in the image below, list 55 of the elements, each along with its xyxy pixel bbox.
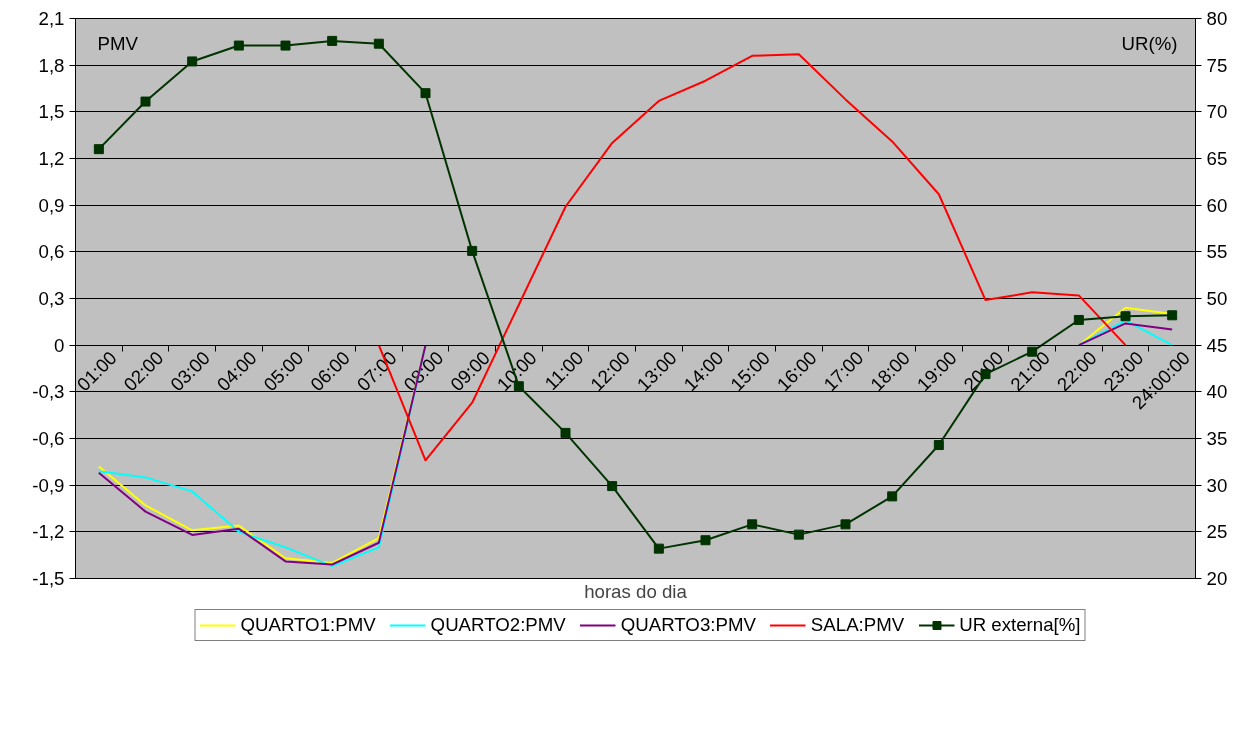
- y-tick-label: 0,9: [38, 194, 65, 216]
- y2-tick-label: 35: [1206, 428, 1228, 449]
- y-tick-label: 2,1: [38, 8, 65, 29]
- point: [467, 245, 478, 256]
- y-tick-label: 0,3: [38, 288, 65, 309]
- y-tick-label: -1,5: [32, 568, 65, 589]
- point: [793, 529, 804, 540]
- y-tick-label: -0,3: [32, 381, 65, 403]
- y2-tick-label: 50: [1206, 288, 1228, 309]
- legend-label: QUARTO2:PMV: [430, 614, 566, 636]
- y2-tick-label: 75: [1206, 54, 1228, 76]
- point: [233, 40, 244, 51]
- y2-axis-title: UR(%): [1121, 32, 1178, 54]
- y-tick-label: 0,6: [38, 241, 65, 263]
- point: [140, 96, 151, 107]
- point: [887, 491, 898, 502]
- y-tick-label: 0: [54, 334, 65, 356]
- point: [933, 440, 944, 451]
- point: [327, 35, 338, 46]
- y2-tick-label: 65: [1206, 148, 1228, 169]
- y-tick-label: 1,2: [38, 148, 65, 169]
- y-tick-label: -0,6: [32, 428, 65, 449]
- point: [840, 519, 851, 530]
- point: [560, 427, 571, 438]
- point: [1073, 314, 1084, 325]
- y2-tick-label: 20: [1206, 568, 1228, 589]
- point: [653, 543, 664, 554]
- point: [93, 144, 104, 155]
- y-tick-label: 1,5: [38, 101, 65, 123]
- legend-label: QUARTO1:PMV: [240, 614, 376, 636]
- y2-tick-label: 70: [1206, 101, 1228, 123]
- point: [420, 88, 431, 99]
- point: [607, 481, 618, 492]
- point: [280, 40, 291, 51]
- legend-label: SALA:PMV: [810, 614, 905, 636]
- x-axis-title: horas do dia: [584, 580, 688, 602]
- point: [187, 56, 198, 67]
- y2-tick-label: 45: [1206, 334, 1228, 356]
- y2-tick-label: 25: [1206, 521, 1228, 543]
- y2-tick-label: 55: [1206, 241, 1228, 263]
- point: [373, 38, 384, 49]
- point: [747, 519, 758, 530]
- y-axis-title: PMV: [97, 32, 139, 54]
- legend-label: QUARTO3:PMV: [620, 614, 756, 636]
- y2-tick-label: 60: [1206, 194, 1228, 216]
- y2-tick-label: 30: [1206, 474, 1228, 496]
- point: [1167, 310, 1178, 321]
- y-tick-label: -0,9: [32, 474, 65, 496]
- point: [700, 535, 711, 546]
- y2-tick-label: 80: [1206, 8, 1228, 29]
- point: [1120, 311, 1131, 322]
- legend-label: UR externa[%]: [959, 614, 1081, 636]
- y-tick-label: -1,2: [32, 521, 65, 543]
- y2-tick-label: 40: [1206, 381, 1228, 403]
- y-tick-label: 1,8: [38, 54, 65, 76]
